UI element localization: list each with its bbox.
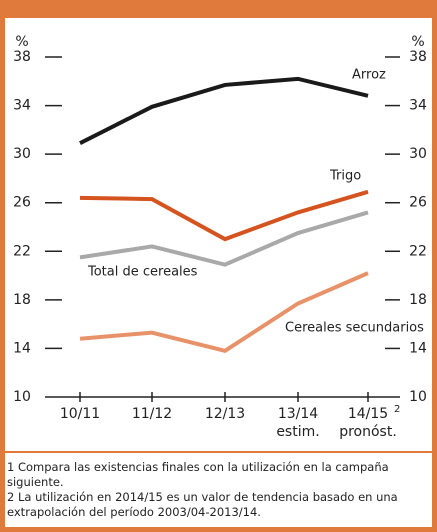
x-tick-superscript: 2 xyxy=(394,404,400,415)
y-tick-label-right: 10 xyxy=(409,389,427,405)
series-label: Total de cereales xyxy=(87,265,198,280)
y-tick-label: 14 xyxy=(13,340,31,356)
series-line xyxy=(79,271,369,354)
x-tick-label: 14/15 xyxy=(348,406,388,422)
y-tick-label-right: 22 xyxy=(409,243,427,259)
footnote: 1 Compara las existencias finales con la… xyxy=(7,460,389,489)
series-label: Cereales secundarios xyxy=(285,321,424,336)
y-tick-label: 10 xyxy=(13,389,31,405)
y-tick-label-right: 14 xyxy=(409,340,427,356)
x-tick-label: 12/13 xyxy=(205,406,245,422)
series-line xyxy=(79,189,369,242)
y-tick-label: 34 xyxy=(13,98,31,114)
y-tick-label-right: 38 xyxy=(409,49,427,65)
chart: % % 10 10 14 14 18 18 22 22 26 26 30 30 34 34 38 38 10/1… xyxy=(5,34,432,453)
y-tick-label: 18 xyxy=(13,292,31,308)
footnotes: 1 Compara las existencias finales con la… xyxy=(7,460,427,520)
x-tick-sublabel: estim. xyxy=(276,424,319,440)
y-tick-label-right: 30 xyxy=(409,146,427,162)
y-tick-label-right: 26 xyxy=(409,195,427,211)
series-label: Trigo xyxy=(329,169,361,184)
y-unit-left: % xyxy=(15,34,28,50)
x-tick-label: 11/12 xyxy=(132,406,172,422)
series-line xyxy=(79,76,369,145)
y-unit-right: % xyxy=(411,34,424,50)
x-tick-label: 10/11 xyxy=(60,406,100,422)
y-tick-label: 30 xyxy=(13,146,31,162)
series-label: Arroz xyxy=(352,68,386,83)
x-tick-sublabel: pronóst. xyxy=(339,424,397,440)
y-tick-label-right: 34 xyxy=(409,98,427,114)
y-tick-label: 38 xyxy=(13,49,31,65)
y-tick-label: 26 xyxy=(13,195,31,211)
x-tick-label: 13/14 xyxy=(278,406,318,422)
y-tick-label: 22 xyxy=(13,243,31,259)
y-tick-label-right: 18 xyxy=(409,292,427,308)
footnote: 2 La utilización en 2014/15 es un valor … xyxy=(7,490,398,519)
series-line xyxy=(79,210,369,267)
